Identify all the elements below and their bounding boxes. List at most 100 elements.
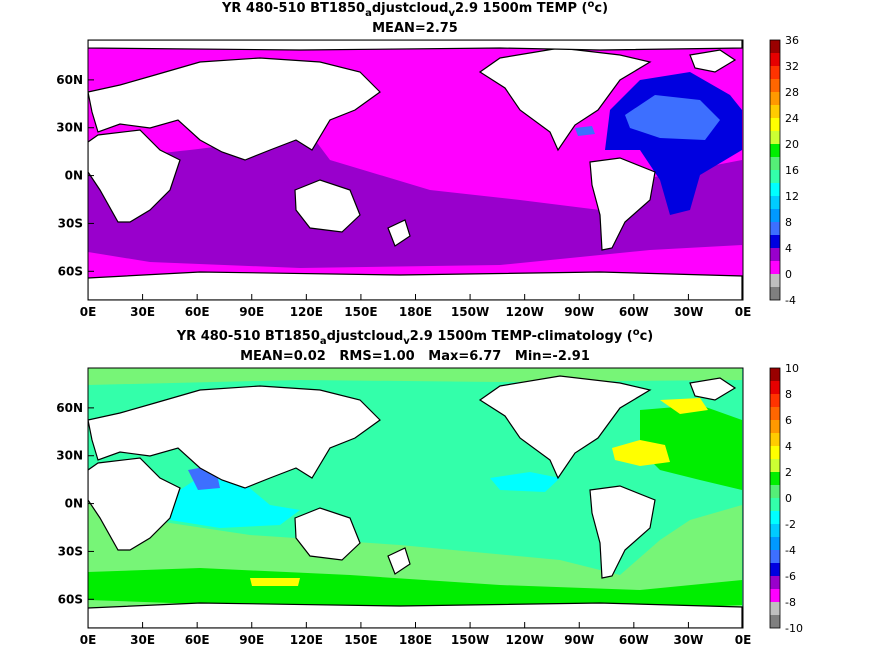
bottom-x-tick-label: 60E	[185, 633, 210, 647]
bottom-colorbar-tick-label: 10	[785, 362, 799, 375]
top-map-field	[88, 40, 743, 300]
bottom-colorbar-tick-label: -6	[785, 570, 796, 583]
top-antarctica	[88, 271, 743, 300]
top-continents	[88, 40, 743, 300]
top-colorbar-swatch	[770, 144, 780, 157]
bottom-x-tick-label: 120W	[506, 633, 544, 647]
bottom-colorbar-swatch	[770, 433, 780, 446]
top-colorbar-swatch	[770, 287, 780, 300]
bottom-x-tick-label: 180E	[399, 633, 432, 647]
top-australia	[294, 179, 361, 233]
top-x-tick-label: 150W	[451, 305, 489, 319]
top-colorbar-tick-label: 12	[785, 190, 799, 203]
bottom-colorbar-tick-label: 6	[785, 414, 792, 427]
top-colorbar-swatch	[770, 131, 780, 144]
bottom-colorbar-tick-label: 8	[785, 388, 792, 401]
top-x-tick-label: 30W	[673, 305, 703, 319]
bottom-x-tick-label: 60W	[619, 633, 649, 647]
top-x-tick-label: 150E	[344, 305, 377, 319]
bottom-north-america	[478, 375, 652, 480]
top-colorbar-swatch	[770, 66, 780, 79]
top-colorbar-frame	[769, 39, 781, 301]
top-colorbar-tick-label: 16	[785, 164, 799, 177]
bottom-new-zealand	[387, 547, 411, 575]
top-colorbar-tick-label: 28	[785, 86, 799, 99]
bottom-x-tick-label: 120E	[290, 633, 323, 647]
top-x-tick-label: 0E	[735, 305, 752, 319]
top-colorbar-tick-label: 4	[785, 242, 792, 255]
bottom-colorbar-swatch	[770, 524, 780, 537]
top-x-tick-label: 60W	[619, 305, 649, 319]
bottom-x-tick-label: 90E	[239, 633, 264, 647]
top-arctic	[88, 40, 743, 51]
bottom-colorbar-frame	[769, 367, 781, 629]
top-x-tick-label: 120W	[506, 305, 544, 319]
top-y-tick-label: 30S	[58, 216, 83, 230]
bottom-colorbar-tick-label: -2	[785, 518, 796, 531]
top-colorbar-swatch	[770, 92, 780, 105]
bottom-chart-subtitle: MEAN=0.02 RMS=1.00 Max=6.77 Min=-2.91	[240, 349, 590, 364]
top-greenland	[689, 49, 737, 73]
top-x-tick-label: 30E	[130, 305, 155, 319]
bottom-colorbar-tick-label: -10	[785, 622, 803, 635]
bottom-colorbar-swatch	[770, 602, 780, 615]
top-new-zealand	[387, 219, 411, 247]
bottom-colorbar-swatch	[770, 407, 780, 420]
top-y-tick-label: 30N	[56, 121, 83, 135]
bottom-x-tick-label: 150W	[451, 633, 489, 647]
bottom-colorbar-swatch	[770, 446, 780, 459]
top-colorbar: 36 32 28 24 20 16 12 8 4 0 -4	[769, 34, 799, 307]
top-colorbar-swatch	[770, 235, 780, 248]
top-colorbar-swatch	[770, 248, 780, 261]
bottom-x-tick-label: 0E	[80, 633, 97, 647]
bottom-y-tick-label: 30S	[58, 544, 83, 558]
bottom-colorbar-swatch	[770, 498, 780, 511]
top-colorbar-swatch	[770, 274, 780, 287]
bottom-australia	[294, 507, 361, 561]
bottom-colorbar-tick-label: -4	[785, 544, 796, 557]
top-x-tick-label: 90W	[564, 305, 594, 319]
bottom-greenland	[689, 377, 737, 401]
top-y-tick-label: 60N	[56, 73, 83, 87]
bottom-colorbar-swatch	[770, 576, 780, 589]
top-colorbar-tick-label: 8	[785, 216, 792, 229]
bottom-x-tick-label: 150E	[344, 633, 377, 647]
bottom-colorbar-tick-label: 0	[785, 492, 792, 505]
top-colorbar-swatch	[770, 261, 780, 274]
bottom-y-tick-label: 60N	[56, 401, 83, 415]
bottom-x-tick-label: 30E	[130, 633, 155, 647]
bottom-region-north-atlantic-green	[640, 405, 742, 490]
bottom-y-tick-label: 60S	[58, 592, 83, 606]
bottom-x-tick-label: 0E	[735, 633, 752, 647]
top-x-tick-label: 60E	[185, 305, 210, 319]
top-colorbar-swatch	[770, 183, 780, 196]
bottom-antarctica	[88, 602, 743, 628]
bottom-colorbar-swatch	[770, 472, 780, 485]
top-x-tick-label: 0E	[80, 305, 97, 319]
bottom-colorbar-swatch	[770, 550, 780, 563]
top-chart-subtitle: MEAN=2.75	[372, 21, 458, 36]
bottom-colorbar-swatch	[770, 420, 780, 433]
top-region-north-atlantic-light-blue	[625, 95, 720, 140]
bottom-colorbar-tick-label: 4	[785, 440, 792, 453]
bottom-colorbar-tick-label: 2	[785, 466, 792, 479]
top-y-tick-label: 60S	[58, 264, 83, 278]
top-eurasia	[88, 57, 381, 161]
top-colorbar-swatch	[770, 53, 780, 66]
top-colorbar-tick-label: 36	[785, 34, 799, 47]
top-y-axis: 60N 30N 0N 30S 60S	[56, 73, 94, 278]
top-colorbar-swatch	[770, 209, 780, 222]
bottom-region-labrador-yellow	[660, 398, 708, 414]
bottom-continents	[88, 375, 743, 628]
top-colorbar-tick-label: -4	[785, 294, 796, 307]
top-colorbar-swatch	[770, 118, 780, 131]
top-colorbar-tick-label: 0	[785, 268, 792, 281]
bottom-map-field	[88, 368, 743, 628]
bottom-colorbar-swatch	[770, 368, 780, 381]
top-colorbar-swatch	[770, 40, 780, 53]
bottom-colorbar-swatch	[770, 615, 780, 628]
top-colorbar-swatch	[770, 105, 780, 118]
bottom-colorbar-swatch	[770, 381, 780, 394]
bottom-africa	[88, 457, 181, 551]
